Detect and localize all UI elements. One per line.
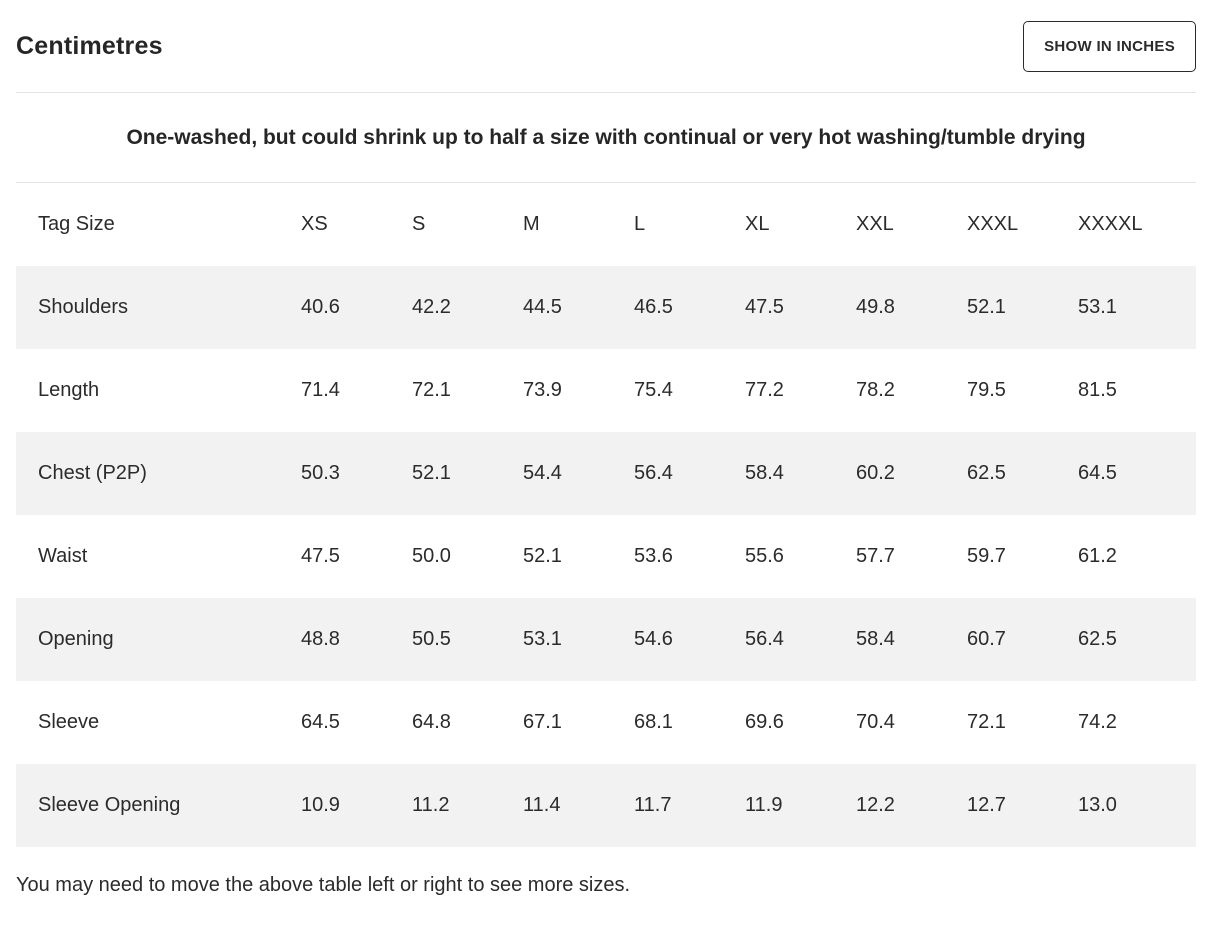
cell-value: 55.6 xyxy=(745,545,784,567)
cell-value: 56.4 xyxy=(634,462,673,484)
table-header-row: Tag Size XS S M L XL XXL XXXL XXXXL xyxy=(16,183,1196,266)
cell-value: 42.2 xyxy=(412,296,451,318)
cell-value: 12.2 xyxy=(856,794,895,816)
shrinkage-notice: One-washed, but could shrink up to half … xyxy=(16,93,1196,183)
cell-value: 53.1 xyxy=(523,628,562,650)
cell-value: 64.5 xyxy=(301,711,340,733)
col-header-size: M xyxy=(523,213,540,235)
table-row: Sleeve Opening 10.9 11.2 11.4 11.7 11.9 12.2 12… xyxy=(16,764,1196,847)
cell-value: 47.5 xyxy=(301,545,340,567)
cell-value: 48.8 xyxy=(301,628,340,650)
cell-value: 60.7 xyxy=(967,628,1006,650)
cell-value: 47.5 xyxy=(745,296,784,318)
row-label: Chest (P2P) xyxy=(38,462,147,484)
table-row: Waist 47.5 50.0 52.1 53.6 55.6 57.7 59.7 61.2 xyxy=(16,515,1196,598)
cell-value: 54.4 xyxy=(523,462,562,484)
cell-value: 50.0 xyxy=(412,545,451,567)
col-header-tag-size: Tag Size xyxy=(38,213,115,235)
size-table-scroll[interactable]: Tag Size XS S M L XL XXL XXXL XXXXL Shoulders 40.… xyxy=(16,183,1196,847)
cell-value: 75.4 xyxy=(634,379,673,401)
cell-value: 52.1 xyxy=(412,462,451,484)
cell-value: 49.8 xyxy=(856,296,895,318)
footer-note: You may need to move the above table lef… xyxy=(16,874,631,896)
col-header-size: XXXXL xyxy=(1078,213,1143,235)
row-label: Waist xyxy=(38,545,88,567)
cell-value: 53.6 xyxy=(634,545,673,567)
cell-value: 58.4 xyxy=(856,628,895,650)
cell-value: 11.4 xyxy=(523,794,561,816)
table-row: Chest (P2P) 50.3 52.1 54.4 56.4 58.4 60.2 62.5 6… xyxy=(16,432,1196,515)
cell-value: 46.5 xyxy=(634,296,673,318)
cell-value: 61.2 xyxy=(1078,545,1117,567)
col-header-size: XS xyxy=(301,213,328,235)
cell-value: 64.8 xyxy=(412,711,451,733)
cell-value: 50.3 xyxy=(301,462,340,484)
show-in-inches-button[interactable]: SHOW IN INCHES xyxy=(1023,20,1196,72)
cell-value: 62.5 xyxy=(1078,628,1117,650)
col-header-size: XL xyxy=(745,213,770,235)
row-label: Shoulders xyxy=(38,296,129,318)
table-row: Opening 48.8 50.5 53.1 54.6 56.4 58.4 60.7 62.5 xyxy=(16,598,1196,681)
page-title: Centimetres xyxy=(16,31,163,60)
cell-value: 58.4 xyxy=(745,462,784,484)
cell-value: 62.5 xyxy=(967,462,1006,484)
title-bar: Centimetres SHOW IN INCHES xyxy=(16,0,1196,93)
cell-value: 10.9 xyxy=(301,794,340,816)
cell-value: 71.4 xyxy=(301,379,340,401)
cell-value: 68.1 xyxy=(634,711,673,733)
col-header-size: L xyxy=(634,213,646,235)
cell-value: 70.4 xyxy=(856,711,895,733)
cell-value: 11.9 xyxy=(745,794,783,816)
cell-value: 74.2 xyxy=(1078,711,1117,733)
col-header-size: S xyxy=(412,213,426,235)
cell-value: 73.9 xyxy=(523,379,562,401)
row-label: Length xyxy=(38,379,100,401)
table-row: Length 71.4 72.1 73.9 75.4 77.2 78.2 79.5 81.5 xyxy=(16,349,1196,432)
table-body: Shoulders 40.6 42.2 44.5 46.5 47.5 49.8 52.1 53.… xyxy=(16,266,1196,847)
cell-value: 13.0 xyxy=(1078,794,1117,816)
cell-value: 11.2 xyxy=(412,794,450,816)
row-label: Opening xyxy=(38,628,114,650)
cell-value: 56.4 xyxy=(745,628,784,650)
cell-value: 69.6 xyxy=(745,711,784,733)
cell-value: 52.1 xyxy=(523,545,562,567)
row-label: Sleeve Opening xyxy=(38,794,181,816)
cell-value: 72.1 xyxy=(967,711,1006,733)
cell-value: 72.1 xyxy=(412,379,451,401)
cell-value: 11.7 xyxy=(634,794,672,816)
table-row: Shoulders 40.6 42.2 44.5 46.5 47.5 49.8 52.1 53.… xyxy=(16,266,1196,349)
cell-value: 78.2 xyxy=(856,379,895,401)
cell-value: 67.1 xyxy=(523,711,562,733)
table-row: Sleeve 64.5 64.8 67.1 68.1 69.6 70.4 72.1 74.2 xyxy=(16,681,1196,764)
cell-value: 57.7 xyxy=(856,545,895,567)
col-header-size: XXL xyxy=(856,213,894,235)
cell-value: 60.2 xyxy=(856,462,895,484)
cell-value: 52.1 xyxy=(967,296,1006,318)
cell-value: 53.1 xyxy=(1078,296,1117,318)
cell-value: 59.7 xyxy=(967,545,1006,567)
cell-value: 50.5 xyxy=(412,628,451,650)
cell-value: 79.5 xyxy=(967,379,1006,401)
col-header-size: XXXL xyxy=(967,213,1019,235)
cell-value: 44.5 xyxy=(523,296,562,318)
cell-value: 64.5 xyxy=(1078,462,1117,484)
cell-value: 40.6 xyxy=(301,296,340,318)
cell-value: 54.6 xyxy=(634,628,673,650)
row-label: Sleeve xyxy=(38,711,100,733)
cell-value: 81.5 xyxy=(1078,379,1117,401)
size-table: Tag Size XS S M L XL XXL XXXL XXXXL Shoulders 40.… xyxy=(16,183,1196,847)
cell-value: 12.7 xyxy=(967,794,1006,816)
cell-value: 77.2 xyxy=(745,379,784,401)
